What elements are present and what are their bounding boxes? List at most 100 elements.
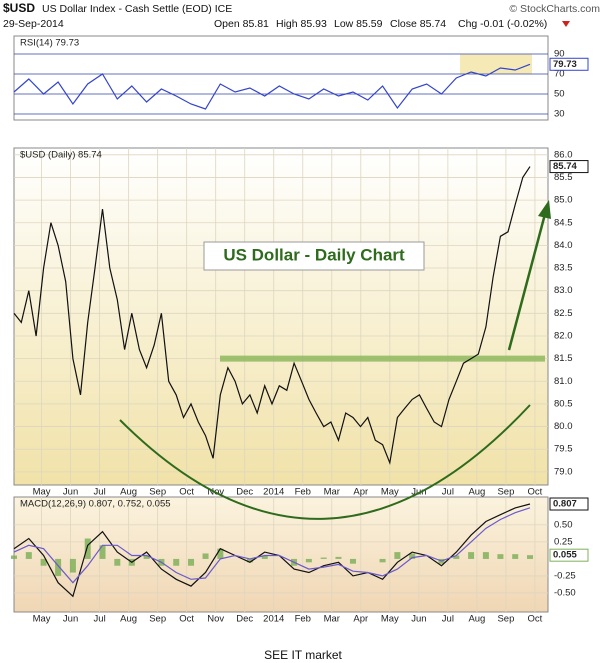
y-tick-label: 82.5	[554, 308, 573, 319]
histogram-bar	[84, 538, 91, 559]
histogram-bar	[261, 555, 268, 559]
y-tick-label: 81.0	[554, 376, 573, 387]
x-tick-label: Sep	[497, 614, 514, 625]
quote-change: Chg -0.01 (-0.02%)	[458, 18, 547, 30]
y-tick-label: 85.5	[554, 172, 573, 183]
x-tick-label: 2014	[263, 614, 284, 625]
x-tick-label: 2014	[263, 487, 284, 498]
y-tick-label: 84.0	[554, 240, 573, 251]
x-tick-label: Jul	[442, 487, 454, 498]
x-tick-label: May	[33, 614, 51, 625]
x-tick-label: Jun	[411, 614, 426, 625]
histogram-bar	[40, 558, 47, 566]
histogram-bar	[379, 558, 386, 563]
y-tick-label: 79.0	[554, 466, 573, 477]
histogram-bar	[349, 558, 356, 564]
histogram-bar	[335, 556, 342, 559]
annotation: US Dollar - Daily Chart	[223, 245, 405, 264]
quote-open: Open 85.81	[214, 18, 269, 30]
y-tick-label: 79.5	[554, 444, 573, 455]
macd-panel	[13, 496, 549, 613]
histogram-bar	[99, 545, 106, 559]
x-tick-label: Mar	[324, 487, 340, 498]
panel-legend: RSI(14) 79.73	[20, 38, 79, 49]
histogram-bar	[394, 552, 401, 559]
histogram-bar	[512, 554, 519, 559]
y-tick-label: 85.0	[554, 195, 573, 206]
x-tick-label: Oct	[528, 487, 543, 498]
x-tick-label: Oct	[179, 487, 194, 498]
x-tick-label: Mar	[324, 614, 340, 625]
x-tick-label: Nov	[207, 614, 224, 625]
x-tick-label: Sep	[497, 487, 514, 498]
y-tick-label: 0.50	[554, 519, 573, 530]
x-tick-label: Jul	[94, 487, 106, 498]
x-tick-label: Feb	[295, 614, 311, 625]
series-line	[13, 63, 531, 110]
y-tick-label: 50	[554, 89, 565, 100]
x-tick-label: Feb	[295, 487, 311, 498]
y-tick-label: 83.5	[554, 263, 573, 274]
histogram-bar	[468, 552, 475, 559]
panel-legend: $USD (Daily) 85.74	[20, 150, 102, 161]
series-line	[13, 507, 531, 584]
last-value-box	[549, 548, 589, 562]
x-tick-label: Dec	[236, 487, 253, 498]
footer: SEE IT market	[264, 648, 342, 662]
histogram-bar	[188, 558, 195, 566]
x-tick-label: May	[381, 487, 399, 498]
x-tick-label: Oct	[528, 614, 543, 625]
y-tick-label: -0.50	[554, 587, 576, 598]
x-tick-label: Aug	[120, 614, 137, 625]
quote-low: Low 85.59	[334, 18, 383, 30]
histogram-bar	[25, 552, 32, 559]
y-tick-label: 83.0	[554, 285, 573, 296]
x-tick-label: May	[33, 487, 51, 498]
last-value-label: 0.055	[553, 550, 577, 561]
down-arrow-icon	[562, 21, 570, 27]
x-tick-label: Jul	[442, 614, 454, 625]
histogram-bar	[320, 557, 327, 559]
x-tick-label: Aug	[468, 614, 485, 625]
y-tick-label: 80.5	[554, 398, 573, 409]
annotation-box	[203, 241, 425, 271]
y-tick-label: 30	[554, 109, 565, 120]
y-tick-label: 82.0	[554, 330, 573, 341]
y-tick-label: 81.5	[554, 353, 573, 364]
last-value-box	[549, 57, 589, 71]
x-tick-label: Aug	[120, 487, 137, 498]
trend-arrow	[507, 213, 547, 351]
series-line	[13, 503, 531, 598]
price-panel	[13, 147, 549, 486]
last-value-label: 79.73	[553, 59, 577, 70]
x-tick-label: Apr	[353, 614, 368, 625]
y-tick-label: 70	[554, 69, 565, 80]
quote-high: High 85.93	[276, 18, 327, 30]
arrow-head	[538, 200, 551, 219]
histogram-bar	[202, 553, 209, 559]
histogram-bar	[409, 553, 416, 559]
histogram-bar	[143, 555, 150, 559]
histogram-bar	[453, 555, 460, 559]
x-tick-label: Jul	[94, 614, 106, 625]
histogram-bar	[497, 554, 504, 559]
last-value-box	[549, 160, 589, 174]
source: © StockCharts.com	[509, 3, 600, 15]
last-value-label: 85.74	[553, 161, 577, 172]
histogram-bar	[482, 552, 489, 559]
x-tick-label: Aug	[468, 487, 485, 498]
series-line	[13, 166, 531, 466]
x-tick-label: Apr	[353, 487, 368, 498]
resistance-band	[220, 355, 545, 362]
y-tick-label: 0.25	[554, 536, 573, 547]
histogram-bar	[114, 558, 121, 566]
rsi-highlight	[460, 54, 532, 74]
y-tick-label: -0.25	[554, 570, 576, 581]
x-tick-label: Dec	[236, 614, 253, 625]
histogram-bar	[11, 555, 17, 559]
histogram-bar	[305, 558, 312, 563]
histogram-bar	[173, 558, 180, 566]
y-tick-label: 80.0	[554, 421, 573, 432]
x-tick-label: May	[381, 614, 399, 625]
